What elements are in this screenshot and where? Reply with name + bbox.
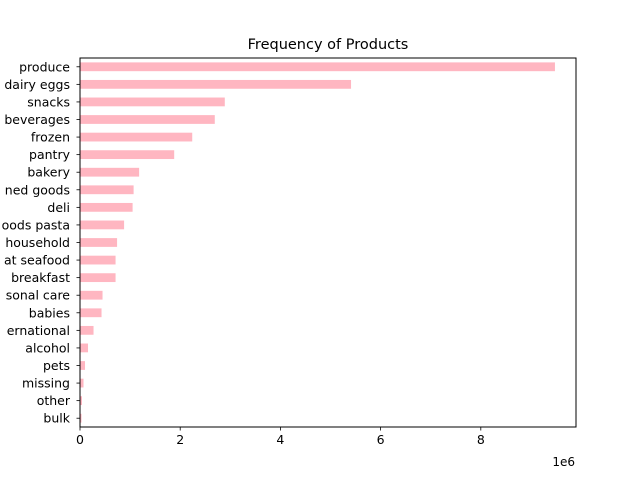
y-tick-labels-group: produce dairy eggs snacks beverages frozen pa… [2,59,80,426]
x-tick-label: 6 [377,432,385,447]
bar-pantry [80,150,175,160]
bar-personal-care [80,290,103,300]
y-tick-label: alcohol [25,340,70,355]
x-tick-label: 0 [76,432,84,447]
bar-missing [80,378,84,388]
y-tick-label: pets [43,358,70,373]
bar-deli [80,202,133,212]
y-tick-label: produce [19,59,70,74]
y-tick-label: sonal care [6,288,71,303]
bar-alcohol [80,343,89,353]
bar-snacks [80,97,225,107]
x-ticks-group: 0 2 4 6 8 [76,427,485,447]
y-tick-label: beverages [4,112,70,127]
y-tick-label: ned goods [5,182,70,197]
bar-bakery [80,167,140,177]
y-tick-label: deli [47,200,70,215]
y-tick-label: bulk [43,411,70,426]
y-tick-label: at seafood [4,253,70,268]
bar-canned-goods [80,185,134,195]
x-tick-label: 2 [176,432,184,447]
bar-beverages [80,115,215,124]
y-tick-label: babies [29,305,70,320]
x-tick-label: 4 [276,432,284,447]
bar-dry-goods-pasta [80,220,125,230]
bar-breakfast [80,273,116,283]
y-tick-label: missing [22,376,70,391]
x-offset-label: 1e6 [552,455,575,469]
bar-bulk [80,413,82,423]
bar-frozen [80,132,193,142]
bar-pets [80,361,86,370]
bar-international [80,325,94,335]
y-tick-label: snacks [27,94,70,109]
y-tick-label: other [37,393,71,408]
y-tick-label: ernational [7,323,70,338]
bar-household [80,238,118,247]
y-tick-label: breakfast [11,270,70,285]
y-tick-label: oods pasta [2,217,70,232]
bars-group [80,62,555,423]
x-tick-label: 8 [477,432,485,447]
y-tick-label: bakery [27,165,70,180]
y-tick-label: dairy eggs [4,77,70,92]
bar-other [80,396,83,406]
y-tick-label: frozen [31,130,70,145]
bar-produce [80,62,555,72]
chart-title: Frequency of Products [248,37,409,53]
plot-area-frame [79,57,577,428]
y-tick-label: pantry [29,147,71,162]
y-tick-label: household [5,235,70,250]
bar-babies [80,308,102,318]
bar-meat-seafood [80,255,116,265]
bar-dairy-eggs [80,79,352,89]
